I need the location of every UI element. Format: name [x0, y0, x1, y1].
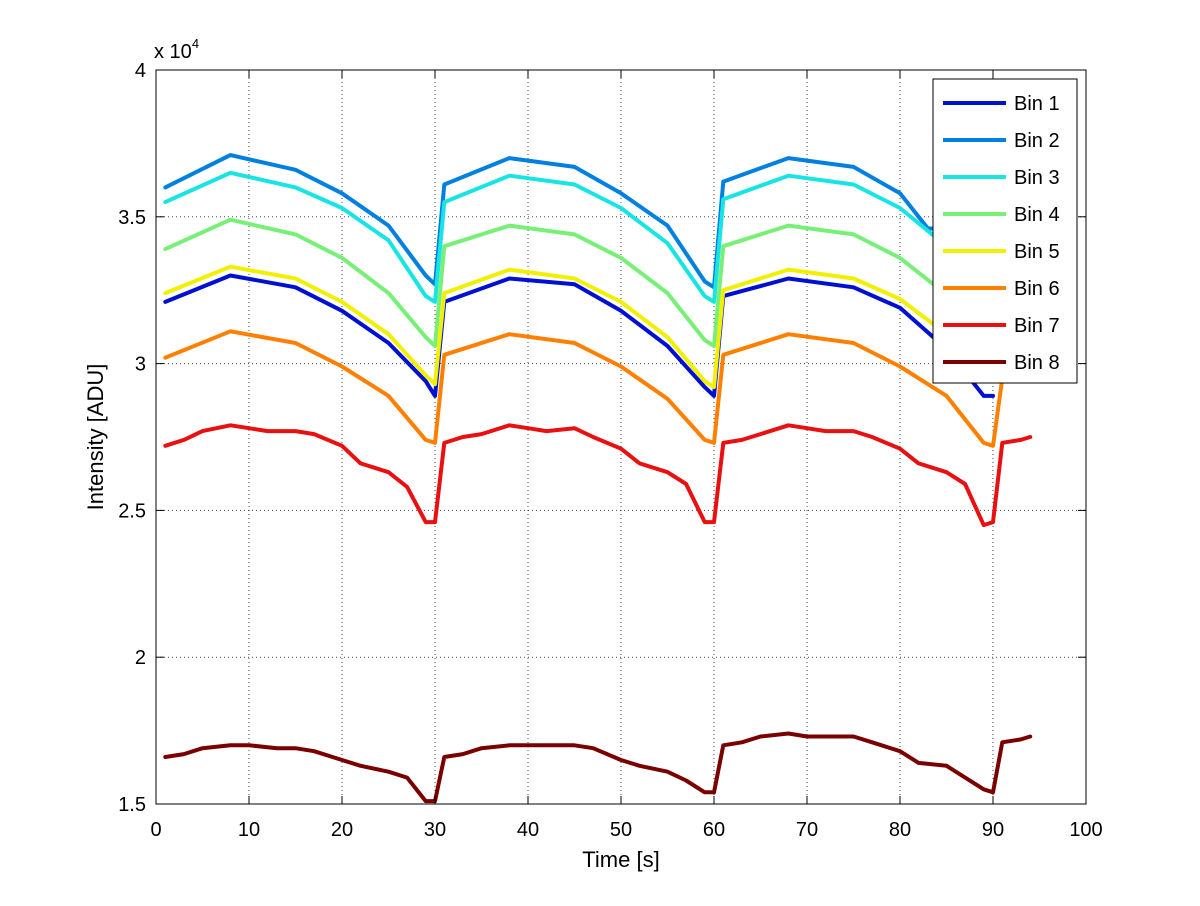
series-line-bin-3 [163, 170, 949, 304]
series-line-bin-8 [163, 731, 1033, 804]
legend-label-bin-2: Bin 2 [1014, 130, 1060, 152]
legend: Bin 1 Bin 2 Bin 3 Bin 4 Bin 5 Bin 6 Bin 7 Bin 8 [932, 78, 1078, 384]
x-tick-label: 80 [889, 819, 911, 841]
legend-label-bin-3: Bin 3 [1014, 167, 1060, 189]
x-tick-label: 20 [331, 819, 353, 841]
x-tick-label: 40 [517, 819, 539, 841]
grid-layer [156, 70, 1086, 804]
y-tick-label: 2.5 [118, 500, 146, 522]
y-tick-label: 1.5 [118, 794, 146, 816]
y-tick-label: 4 [135, 60, 146, 82]
x-tick-label: 10 [238, 819, 260, 841]
x-tick-label: 100 [1069, 819, 1102, 841]
x-tick-label: 30 [424, 819, 446, 841]
x-tick-label: 60 [703, 819, 725, 841]
y-axis-title: Intensity [ADU] [83, 364, 108, 511]
legend-label-bin-8: Bin 8 [1014, 352, 1060, 374]
legend-box [932, 78, 1078, 384]
legend-label-bin-6: Bin 6 [1014, 278, 1060, 300]
series-line-bin-7 [163, 423, 1033, 528]
series-line-bin-4 [163, 217, 958, 348]
x-axis-title: Time [s] [582, 847, 659, 872]
series-line-bin-5 [163, 264, 995, 390]
y-exponent-power: 4 [192, 36, 199, 51]
x-tick-label: 0 [150, 819, 161, 841]
x-tick-label: 50 [610, 819, 632, 841]
y-exponent-label: x 104 [154, 36, 199, 63]
y-tick-label: 3.5 [118, 207, 146, 229]
y-tick-label: 2 [135, 647, 146, 669]
x-tick-label: 90 [982, 819, 1004, 841]
y-tick-label: 3 [135, 354, 146, 376]
series-layer [163, 153, 1033, 804]
x-tick-label: 70 [796, 819, 818, 841]
legend-label-bin-5: Bin 5 [1014, 241, 1060, 263]
series-line-bin-2 [163, 153, 949, 290]
legend-label-bin-7: Bin 7 [1014, 315, 1060, 337]
series-line-bin-1 [163, 273, 995, 398]
tick-layer: 0 10 20 30 40 50 60 70 80 90 100 1.5 2 2.5 3 3.5 4 [118, 60, 1103, 841]
series-line-bin-6 [163, 329, 1005, 448]
legend-label-bin-4: Bin 4 [1014, 204, 1060, 226]
legend-label-bin-1: Bin 1 [1014, 93, 1060, 115]
